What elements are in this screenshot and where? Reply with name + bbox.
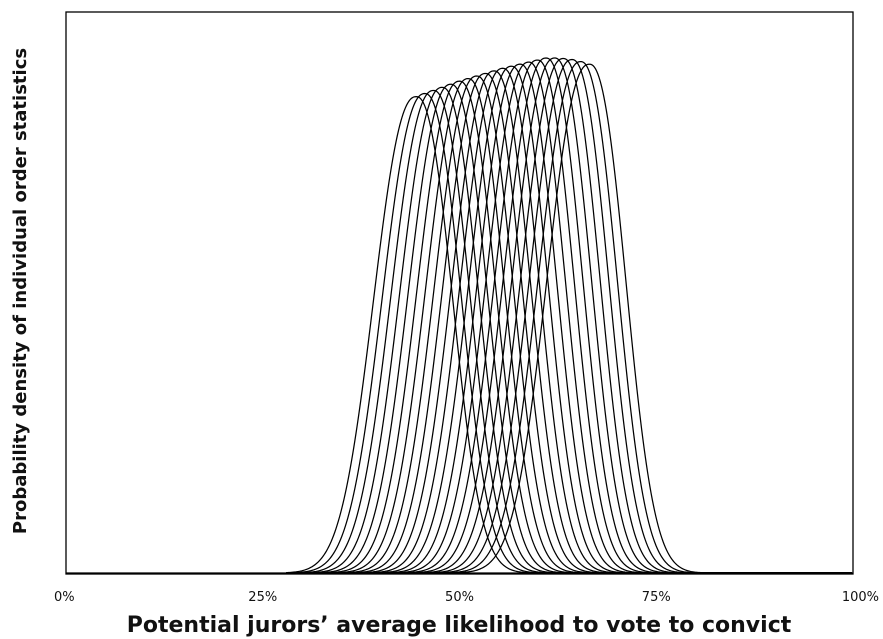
density-curve-2 xyxy=(286,92,852,574)
density-curve-5 xyxy=(286,83,852,574)
x-tick-label: 75% xyxy=(642,590,671,605)
density-curve-3 xyxy=(286,89,852,574)
x-tick-label: 50% xyxy=(445,590,474,605)
density-curve-4 xyxy=(286,86,852,574)
plot-frame xyxy=(65,11,854,575)
y-axis-title: Probability density of individual order … xyxy=(10,48,31,534)
x-tick-label: 0% xyxy=(54,590,75,605)
density-curves xyxy=(66,57,853,574)
x-tick-label: 100% xyxy=(842,590,879,605)
x-tick-label: 25% xyxy=(248,590,277,605)
x-axis-ticks: 0% 25% 50% 75% 100% xyxy=(54,590,879,605)
density-curve-6 xyxy=(286,80,852,574)
x-axis-title: Potential jurors’ average likelihood to … xyxy=(127,613,792,638)
density-curve-1 xyxy=(286,96,852,574)
